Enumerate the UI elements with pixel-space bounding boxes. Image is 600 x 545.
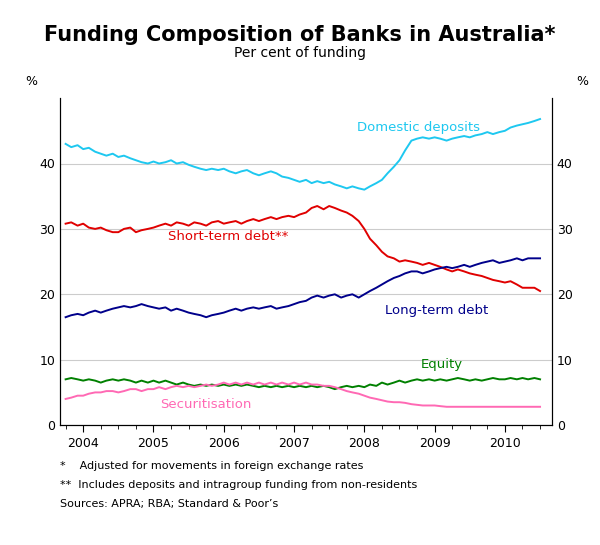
Text: Domestic deposits: Domestic deposits: [358, 121, 481, 134]
Text: %: %: [577, 75, 589, 88]
Text: %: %: [26, 75, 38, 88]
Text: Equity: Equity: [421, 358, 463, 371]
Text: **  Includes deposits and intragroup funding from non-residents: ** Includes deposits and intragroup fund…: [60, 480, 417, 489]
Text: *    Adjusted for movements in foreign exchange rates: * Adjusted for movements in foreign exch…: [60, 461, 364, 470]
Text: Per cent of funding: Per cent of funding: [234, 46, 366, 60]
Text: Funding Composition of Banks in Australia*: Funding Composition of Banks in Australi…: [44, 25, 556, 45]
Text: Long-term debt: Long-term debt: [385, 304, 488, 317]
Text: Sources: APRA; RBA; Standard & Poor’s: Sources: APRA; RBA; Standard & Poor’s: [60, 499, 278, 508]
Text: Short-term debt**: Short-term debt**: [167, 231, 288, 243]
Text: Securitisation: Securitisation: [161, 398, 252, 411]
